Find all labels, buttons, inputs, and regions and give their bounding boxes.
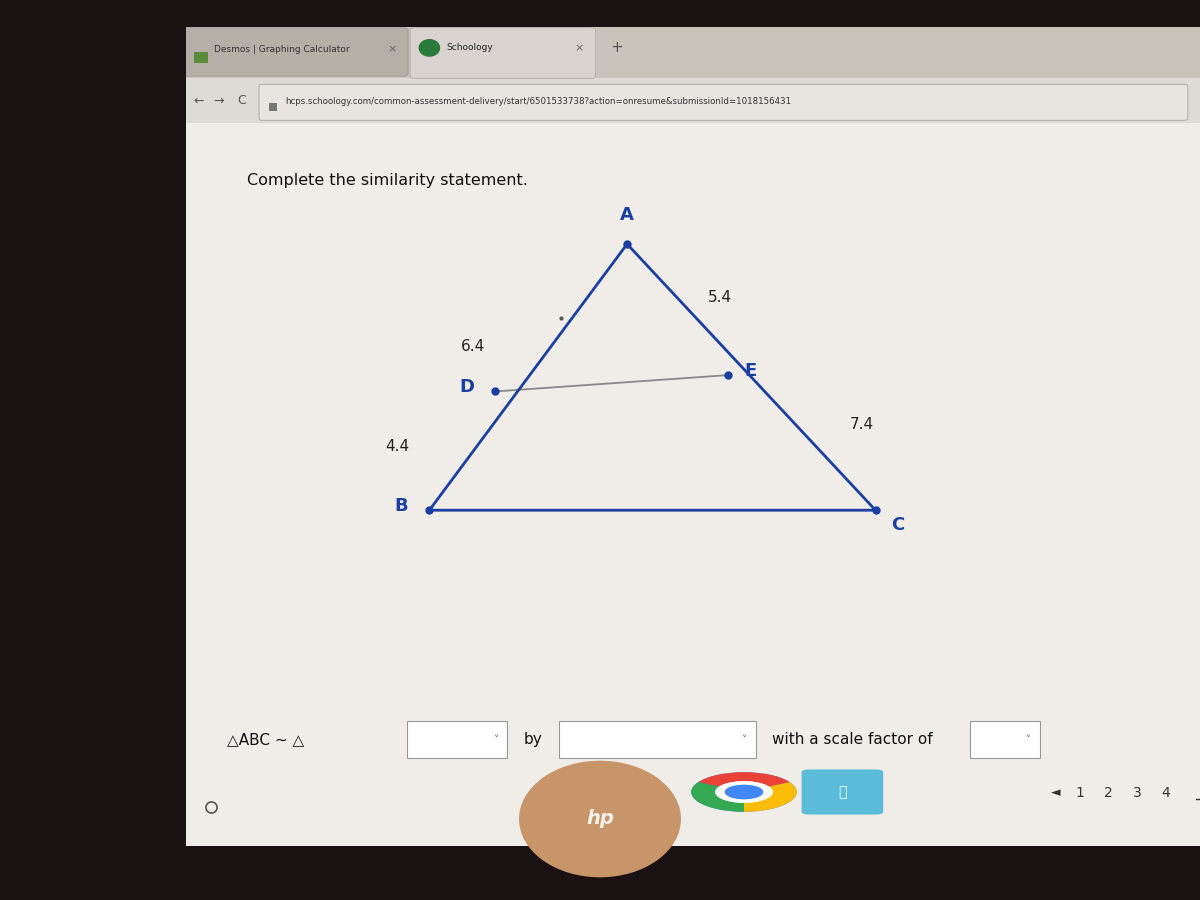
Text: ˅: ˅ bbox=[1025, 734, 1030, 744]
Text: by: by bbox=[523, 732, 542, 747]
Text: hp: hp bbox=[586, 809, 614, 829]
Text: ˅: ˅ bbox=[493, 734, 498, 744]
Text: 1: 1 bbox=[1076, 786, 1085, 800]
Text: B: B bbox=[394, 497, 408, 515]
Bar bbox=[186, 27, 1200, 77]
Circle shape bbox=[715, 781, 773, 803]
FancyBboxPatch shape bbox=[407, 721, 508, 759]
Text: ◄: ◄ bbox=[1051, 787, 1061, 799]
Wedge shape bbox=[744, 782, 797, 812]
FancyBboxPatch shape bbox=[182, 28, 408, 76]
Ellipse shape bbox=[520, 760, 682, 878]
Text: 4: 4 bbox=[1162, 786, 1170, 800]
Text: Complete the similarity statement.: Complete the similarity statement. bbox=[247, 173, 528, 188]
Bar bbox=[186, 122, 1200, 846]
Text: Desmos | Graphing Calculator: Desmos | Graphing Calculator bbox=[215, 45, 350, 54]
Text: 2: 2 bbox=[1104, 786, 1114, 800]
Text: +: + bbox=[611, 40, 623, 56]
Text: 4.4: 4.4 bbox=[385, 439, 409, 454]
FancyBboxPatch shape bbox=[259, 85, 1188, 121]
Text: ←: ← bbox=[193, 94, 204, 107]
Wedge shape bbox=[698, 772, 790, 792]
Wedge shape bbox=[691, 782, 744, 812]
Text: 7.4: 7.4 bbox=[850, 417, 875, 432]
FancyBboxPatch shape bbox=[559, 721, 756, 759]
Text: ˅: ˅ bbox=[742, 734, 746, 744]
Text: 5.4: 5.4 bbox=[708, 290, 732, 305]
Text: ⬧: ⬧ bbox=[839, 785, 846, 799]
Text: →: → bbox=[214, 94, 223, 107]
Text: D: D bbox=[460, 378, 474, 396]
Bar bbox=[186, 77, 1200, 122]
Text: A: A bbox=[620, 206, 634, 224]
Text: C: C bbox=[892, 516, 905, 534]
Bar bbox=[194, 51, 209, 63]
Text: ×: × bbox=[575, 43, 584, 53]
Text: hcps.schoology.com/common-assessment-delivery/start/6501533738?action=onresume&s: hcps.schoology.com/common-assessment-del… bbox=[286, 97, 792, 106]
Text: E: E bbox=[745, 362, 757, 380]
Text: 6.4: 6.4 bbox=[461, 339, 485, 354]
Bar bbox=[269, 104, 277, 112]
Text: Schoology: Schoology bbox=[446, 43, 493, 52]
Text: △ABC ∼ △: △ABC ∼ △ bbox=[227, 732, 304, 747]
Circle shape bbox=[691, 772, 797, 812]
FancyBboxPatch shape bbox=[802, 770, 883, 814]
Text: 3: 3 bbox=[1133, 786, 1141, 800]
Circle shape bbox=[419, 40, 439, 56]
Text: ×: × bbox=[388, 44, 396, 55]
FancyBboxPatch shape bbox=[410, 28, 595, 78]
FancyBboxPatch shape bbox=[970, 721, 1039, 759]
FancyBboxPatch shape bbox=[186, 27, 1200, 846]
Circle shape bbox=[725, 785, 763, 799]
Text: C: C bbox=[238, 94, 246, 107]
Text: with a scale factor of: with a scale factor of bbox=[772, 732, 932, 747]
